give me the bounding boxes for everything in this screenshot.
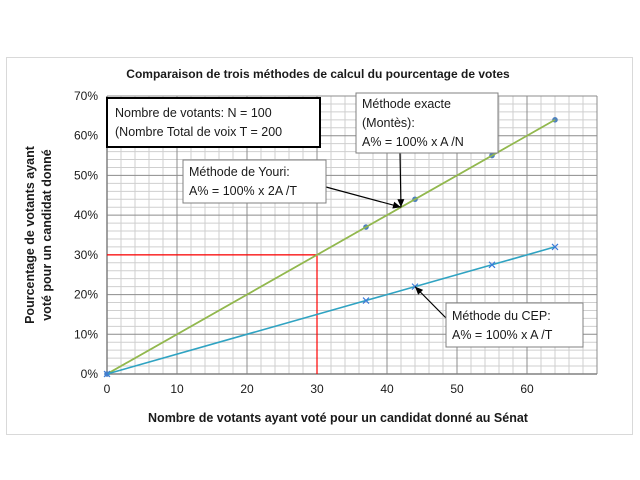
annotation-youri-box [182,159,327,204]
y-axis-label-line-2: voté pour un candidat donné [40,149,54,321]
tick-labels: 0% 10% 20% 30% 40% 50% 60% 70% 0 10 20 30 40 50 60 [74,89,534,396]
y-axis-label-line-1: Pourcentage de votants ayant [23,145,37,324]
data-point-2 [103,370,111,378]
x-tick-label: 0 [104,382,111,396]
annotation-exacte-box [355,92,499,154]
x-axis-label: Nombre de votants ayant voté pour un can… [148,411,529,425]
y-tick-label: 50% [74,168,98,182]
annotation-exacte-line-1: Méthode exacte [362,97,451,111]
series-line-1 [106,119,556,375]
info-box-frame [106,97,321,148]
y-tick-label: 60% [74,129,98,143]
x-tick-label: 20 [240,382,254,396]
chart-frame [6,57,633,435]
x-tick-label: 50 [450,382,464,396]
chart-title: Comparaison de trois méthodes de calcul … [126,67,510,81]
y-tick-label: 20% [74,288,98,302]
annotation-youri-line-1: Méthode de Youri: [189,165,290,179]
info-box: Nombre de votants: N = 100 (Nombre Total… [106,97,321,148]
arrow-youri [325,186,402,208]
x-tick-label: 60 [520,382,534,396]
arrow-exacte [399,152,402,208]
data-point-2 [551,243,559,251]
y-tick-label: 0% [81,367,99,381]
data-point-2 [362,297,370,304]
annotation-cep-line-2: A% = 100% x A /T [452,328,553,342]
annotation-arrows [325,152,447,319]
y-tick-label: 30% [74,248,98,262]
annotation-exacte: Méthode exacte (Montès): A% = 100% x A /… [355,92,499,154]
annotation-exacte-line-2: (Montès): [362,116,415,130]
annotation-exacte-line-3: A% = 100% x A /N [362,135,464,149]
annotation-cep-box [445,302,584,348]
info-box-line-1: Nombre de votants: N = 100 [115,106,272,120]
annotation-youri-line-2: A% = 100% x 2A /T [189,184,297,198]
annotation-cep-line-1: Méthode du CEP: [452,309,551,323]
arrowhead-cep [415,286,424,295]
y-tick-label: 10% [74,327,98,341]
annotation-youri: Méthode de Youri: A% = 100% x 2A /T [182,159,327,204]
x-tick-label: 30 [310,382,324,396]
arrowhead-exacte [397,199,405,208]
annotation-cep: Méthode du CEP: A% = 100% x A /T [445,302,584,348]
y-tick-label: 70% [74,89,98,103]
info-box-line-2: (Nombre Total de voix T = 200 [115,125,282,139]
x-tick-label: 10 [170,382,184,396]
x-tick-label: 40 [380,382,394,396]
data-point-2 [488,261,496,269]
arrowhead-youri [392,201,401,209]
y-tick-label: 40% [74,208,98,222]
